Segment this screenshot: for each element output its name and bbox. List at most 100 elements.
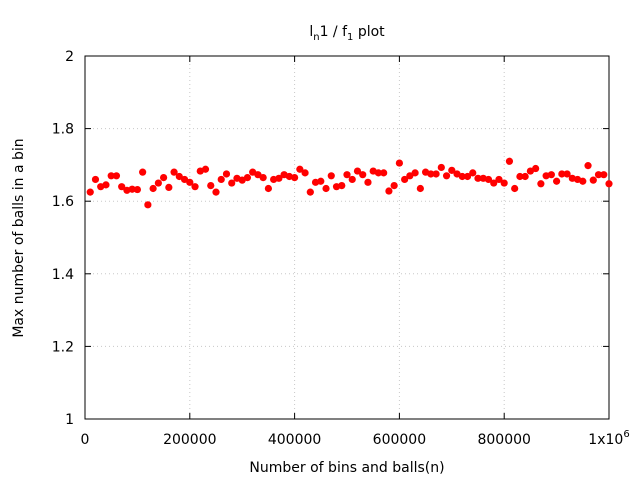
data-point [259, 174, 267, 182]
data-point [139, 168, 147, 176]
data-point [401, 175, 409, 184]
data-point [490, 179, 498, 187]
data-point [500, 179, 508, 187]
data-point [484, 175, 493, 184]
data-point [474, 174, 482, 182]
x-tick-label: 600000 [373, 432, 426, 448]
data-point [427, 170, 435, 178]
data-point [186, 178, 194, 186]
data-point [348, 175, 356, 184]
data-point [605, 180, 613, 188]
grid-lines [85, 56, 609, 419]
x-axis-tick-labels: 0 200000 400000 600000 800000 1x106 [81, 429, 630, 448]
data-point [212, 188, 220, 196]
x-tick-label: 800000 [477, 432, 530, 448]
data-point [107, 172, 115, 180]
data-point [170, 168, 178, 176]
data-point [86, 188, 94, 196]
x-tick-label: 1x106 [588, 429, 629, 448]
data-point [442, 172, 451, 180]
data-point [558, 170, 566, 178]
data-point [353, 167, 362, 175]
data-point [222, 170, 231, 178]
x-tick-label: 400000 [268, 432, 321, 448]
x-tick-label: 0 [81, 432, 90, 448]
y-tick-label: 1 [65, 412, 74, 428]
data-point [463, 172, 472, 181]
data-point [160, 174, 168, 182]
data-point [118, 183, 126, 191]
data-point [537, 180, 545, 188]
data-point [327, 172, 335, 180]
data-point [254, 171, 262, 179]
data-point [338, 181, 346, 190]
y-tick-label: 1.6 [52, 194, 74, 210]
data-point [112, 172, 121, 180]
data-point [437, 163, 445, 172]
data-point [306, 188, 314, 196]
data-point [458, 172, 466, 181]
data-point [600, 171, 608, 179]
data-point [133, 185, 141, 194]
data-point [380, 169, 388, 177]
data-point [547, 171, 555, 179]
data-point [505, 157, 514, 165]
data-point [175, 172, 183, 181]
data-point [128, 185, 136, 193]
plot-frame [84, 55, 610, 420]
data-point [584, 162, 592, 170]
y-axis-tick-labels: 1 1.2 1.4 1.6 1.8 2 [52, 49, 74, 428]
data-point [180, 175, 189, 184]
data-point [374, 169, 383, 177]
data-point [448, 166, 456, 174]
data-point [149, 184, 157, 193]
y-tick-label: 1.8 [52, 122, 74, 138]
data-point [516, 172, 524, 181]
data-point [91, 175, 100, 184]
data-point [154, 179, 162, 187]
axis-ticks [84, 55, 610, 420]
y-tick-label: 1.2 [52, 339, 74, 355]
data-point [296, 165, 304, 173]
data-point [532, 164, 540, 173]
data-point [301, 169, 309, 177]
data-point [275, 174, 283, 182]
y-tick-label: 2 [65, 49, 74, 65]
data-point [343, 171, 351, 179]
data-point [406, 172, 414, 180]
data-point [102, 181, 110, 189]
data-point [416, 184, 424, 193]
chart-title: ln1 / f1 plot [309, 24, 385, 43]
data-point [228, 179, 236, 187]
data-point [563, 170, 571, 178]
data-point [317, 177, 325, 185]
data-point [579, 177, 587, 185]
data-point [207, 181, 215, 190]
data-point [217, 175, 225, 184]
data-point [395, 159, 403, 167]
data-point [553, 177, 561, 185]
data-point [469, 169, 477, 177]
data-points [86, 157, 613, 209]
data-point [589, 176, 597, 184]
data-point [495, 175, 503, 184]
data-point [385, 187, 393, 195]
data-point [390, 181, 398, 190]
data-point [594, 171, 603, 179]
data-point [411, 169, 419, 177]
data-point [359, 171, 367, 179]
data-point [243, 174, 252, 182]
x-axis-title: Number of bins and balls(n) [249, 460, 444, 476]
y-axis-title: Max number of balls in a bin [11, 138, 27, 337]
data-point [201, 165, 210, 173]
data-point [165, 183, 173, 192]
y-tick-label: 1.4 [52, 267, 74, 283]
data-point [432, 170, 440, 178]
data-point [191, 183, 199, 191]
data-point [322, 184, 330, 193]
data-point [511, 184, 519, 193]
data-point [291, 174, 299, 182]
data-point [364, 178, 372, 186]
data-point [264, 184, 272, 193]
